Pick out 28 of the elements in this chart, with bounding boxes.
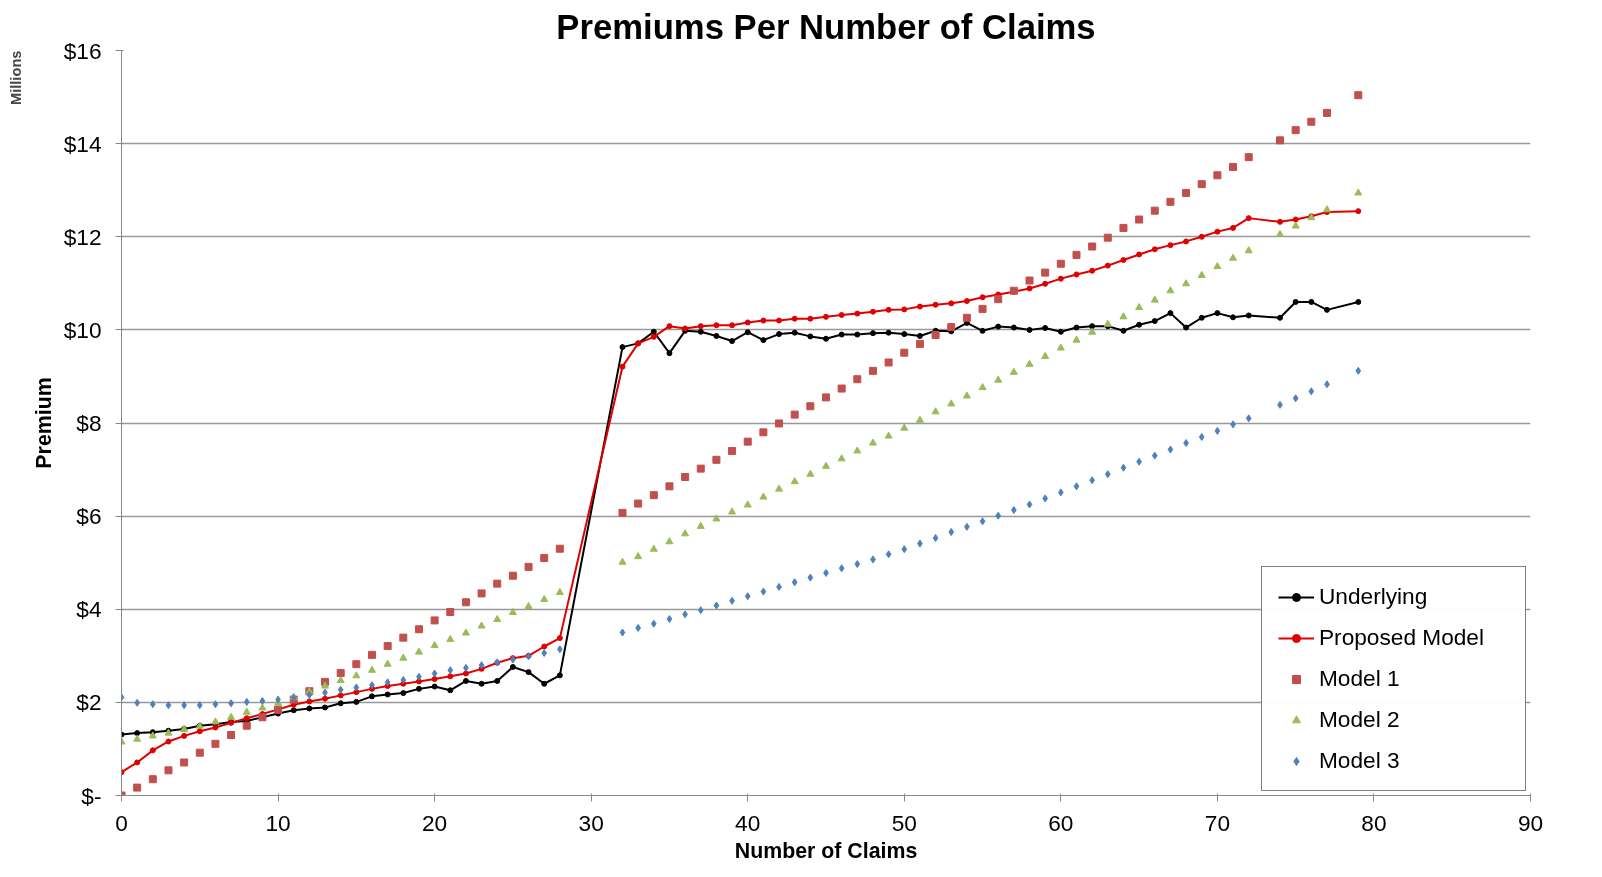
x-tick-label: 50: [891, 809, 917, 836]
y-tick-label: $16: [63, 37, 102, 64]
y-tick-label: $2: [76, 689, 102, 716]
y-tick-label: $14: [63, 130, 102, 157]
y-tick-label: $4: [76, 596, 102, 623]
y-axis-title: Premium: [31, 377, 56, 469]
text: Millions: [7, 50, 24, 106]
legend-label: Model 2: [1319, 706, 1401, 733]
y-tick-label: $12: [63, 223, 102, 250]
legend-label: Model 3: [1319, 747, 1401, 774]
y-tick-label: $-: [81, 782, 102, 809]
legend-label: Model 1: [1319, 665, 1401, 692]
y-tick-label: $10: [63, 316, 102, 343]
x-tick-label: 60: [1048, 809, 1074, 836]
x-tick-label: 70: [1204, 809, 1230, 836]
x-tick-label: 10: [265, 809, 291, 836]
x-axis-title: Number of Claims: [734, 838, 918, 863]
x-tick-label: 0: [115, 809, 128, 836]
y-tick-label: $6: [76, 503, 102, 530]
legend-label: Underlying: [1319, 583, 1429, 610]
x-tick-label: 30: [578, 809, 604, 836]
chart-title: Premiums Per Number of Claims: [556, 7, 1096, 46]
x-tick-label: 20: [422, 809, 448, 836]
legend-label: Proposed Model: [1319, 624, 1485, 651]
x-tick-label: 90: [1517, 809, 1544, 836]
y-tick-label: $8: [76, 410, 102, 436]
x-tick-label: 40: [735, 809, 761, 836]
x-tick-label: 80: [1361, 809, 1387, 836]
